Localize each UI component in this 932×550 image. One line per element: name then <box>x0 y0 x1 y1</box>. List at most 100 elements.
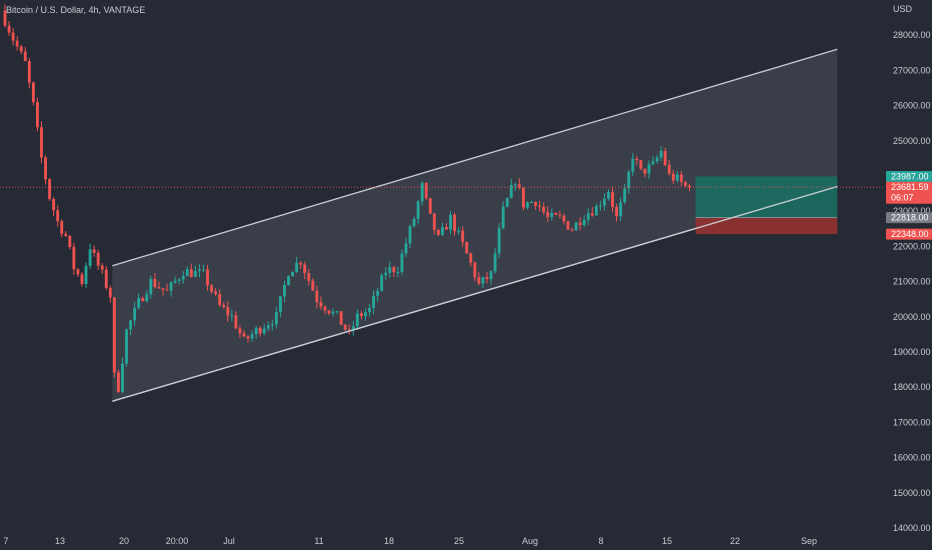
candle <box>627 171 631 189</box>
profit-zone[interactable] <box>695 176 838 218</box>
price-tag-box <box>886 228 932 240</box>
channel-lower-line-overlay <box>112 185 838 402</box>
x-tick-label: 7 <box>3 536 8 546</box>
x-tick-label: 11 <box>314 536 323 546</box>
candle <box>323 306 327 311</box>
candle <box>283 285 286 297</box>
candle <box>542 206 546 213</box>
candle <box>493 253 497 272</box>
candle <box>651 161 655 165</box>
candle <box>52 198 56 211</box>
loss-zone[interactable] <box>695 217 838 235</box>
candle <box>206 269 209 286</box>
candle <box>218 293 222 305</box>
candle <box>497 228 501 254</box>
candle <box>639 160 643 169</box>
candle <box>408 226 412 244</box>
candle <box>368 307 371 313</box>
candle <box>23 51 27 62</box>
y-tick-label: 23000.00 <box>893 206 931 216</box>
candle <box>671 173 675 181</box>
x-tick-label: Aug <box>522 536 538 546</box>
y-tick-label: 25000.00 <box>893 136 931 146</box>
channel-fill <box>112 49 838 402</box>
candle <box>177 279 181 281</box>
candle <box>108 287 112 298</box>
candle <box>274 312 278 325</box>
candle <box>279 296 282 313</box>
candle <box>202 269 205 271</box>
time-axis[interactable]: 7 13 20 20:00 Jul 11 18 25 Aug 8 15 22 Sep <box>3 536 817 546</box>
candle <box>376 291 380 296</box>
candle <box>404 243 408 254</box>
candle <box>133 307 137 321</box>
candle <box>477 277 481 284</box>
candle <box>582 219 586 226</box>
price-axis[interactable]: USD 14000.00 15000.00 16000.00 17000.00 1800… <box>893 4 931 533</box>
candle <box>347 329 351 331</box>
candles <box>3 4 691 394</box>
candle <box>449 214 452 230</box>
candle <box>36 102 39 128</box>
candle <box>185 269 189 277</box>
candle <box>27 61 31 83</box>
candle <box>355 313 359 327</box>
candle <box>420 182 424 202</box>
candle <box>76 269 80 275</box>
candle <box>432 213 436 230</box>
candle <box>193 271 197 277</box>
candle <box>129 320 132 330</box>
candle <box>416 201 420 219</box>
y-tick-label: 18000.00 <box>893 382 931 392</box>
candle <box>112 297 116 373</box>
candle <box>250 334 254 339</box>
y-tick-label: 26000.00 <box>893 101 931 111</box>
candle <box>635 158 639 161</box>
candle <box>530 202 533 204</box>
price-tag-label: 23681.59 <box>891 182 929 192</box>
candle <box>270 324 274 326</box>
candle <box>149 278 153 295</box>
y-tick-label: 19000.00 <box>893 347 931 357</box>
candle <box>121 363 124 392</box>
candle <box>360 313 363 317</box>
candle <box>327 310 331 314</box>
x-tick-label: 20 <box>119 536 129 546</box>
candle <box>554 213 558 215</box>
candle <box>335 311 339 313</box>
y-tick-label: 16000.00 <box>893 453 931 463</box>
candle <box>643 168 647 174</box>
candle <box>117 372 120 392</box>
candle <box>339 311 343 325</box>
candle <box>679 174 683 182</box>
candle <box>266 325 270 329</box>
candle <box>445 227 448 230</box>
candle <box>546 212 550 217</box>
candle <box>461 230 465 243</box>
price-tag-box <box>886 170 932 182</box>
candle <box>214 291 218 294</box>
y-tick-label: 22000.00 <box>893 241 931 251</box>
candle <box>396 271 400 273</box>
candle <box>534 202 537 206</box>
candle <box>60 221 64 234</box>
candle <box>226 307 230 316</box>
candle <box>513 184 517 186</box>
candle <box>145 294 149 302</box>
candle <box>299 262 303 265</box>
channel-upper-line[interactable] <box>112 48 838 267</box>
candle <box>607 192 610 199</box>
candle <box>72 247 76 270</box>
candle <box>392 267 396 272</box>
candle <box>173 280 177 283</box>
long-position-tool[interactable] <box>112 176 838 402</box>
candle <box>594 206 598 216</box>
candle <box>428 198 432 214</box>
candle <box>457 230 461 232</box>
candle <box>44 157 47 180</box>
candle <box>675 174 679 181</box>
candle <box>246 336 250 339</box>
candle <box>473 262 477 278</box>
candle <box>222 304 226 308</box>
